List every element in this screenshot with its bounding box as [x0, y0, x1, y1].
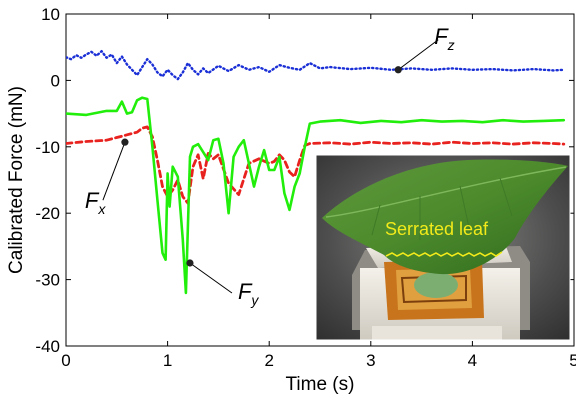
- annotation-label-fx: Fx: [85, 188, 106, 217]
- x-tick-label: 2: [264, 351, 273, 370]
- x-axis-label: Time (s): [286, 374, 355, 395]
- y-tick-label: -20: [35, 204, 60, 223]
- annotation-leader: [102, 141, 126, 201]
- annotation-marker: [394, 66, 402, 74]
- plot-frame: [65, 13, 575, 347]
- series-line-fx: [66, 125, 566, 205]
- annotation-marker: [186, 259, 194, 267]
- annotation-label-fz: Fz: [434, 24, 454, 53]
- y-tick-label: 10: [41, 5, 60, 24]
- series-annotations: Fz Fx Fy: [85, 24, 455, 308]
- axis-ticks: 0 1 2 3 4 5 10 0 -10 -20 -30 -40: [35, 5, 576, 370]
- y-tick-label: -40: [35, 337, 60, 356]
- x-tick-label: 1: [163, 351, 172, 370]
- annotation-label-fy: Fy: [238, 279, 259, 308]
- x-tick-label: 0: [61, 351, 70, 370]
- serrated-edge-trace: [385, 251, 503, 257]
- inset-photo: [316, 155, 570, 340]
- series-line-fy: [66, 96, 566, 295]
- x-tick-label: 3: [366, 351, 375, 370]
- annotation-leader: [397, 39, 439, 71]
- x-tick-label: 5: [569, 351, 576, 370]
- y-axis-label: Calibrated Force (mN): [6, 86, 27, 274]
- annotation-leader: [189, 262, 233, 294]
- series-line-fz: [66, 50, 565, 81]
- x-tick-label: 4: [468, 351, 477, 370]
- y-tick-label: -10: [35, 138, 60, 157]
- y-tick-label: 0: [51, 71, 60, 90]
- inset-caption: Serrated leaf: [385, 219, 489, 239]
- annotation-marker: [121, 138, 129, 146]
- y-tick-label: -30: [35, 271, 60, 290]
